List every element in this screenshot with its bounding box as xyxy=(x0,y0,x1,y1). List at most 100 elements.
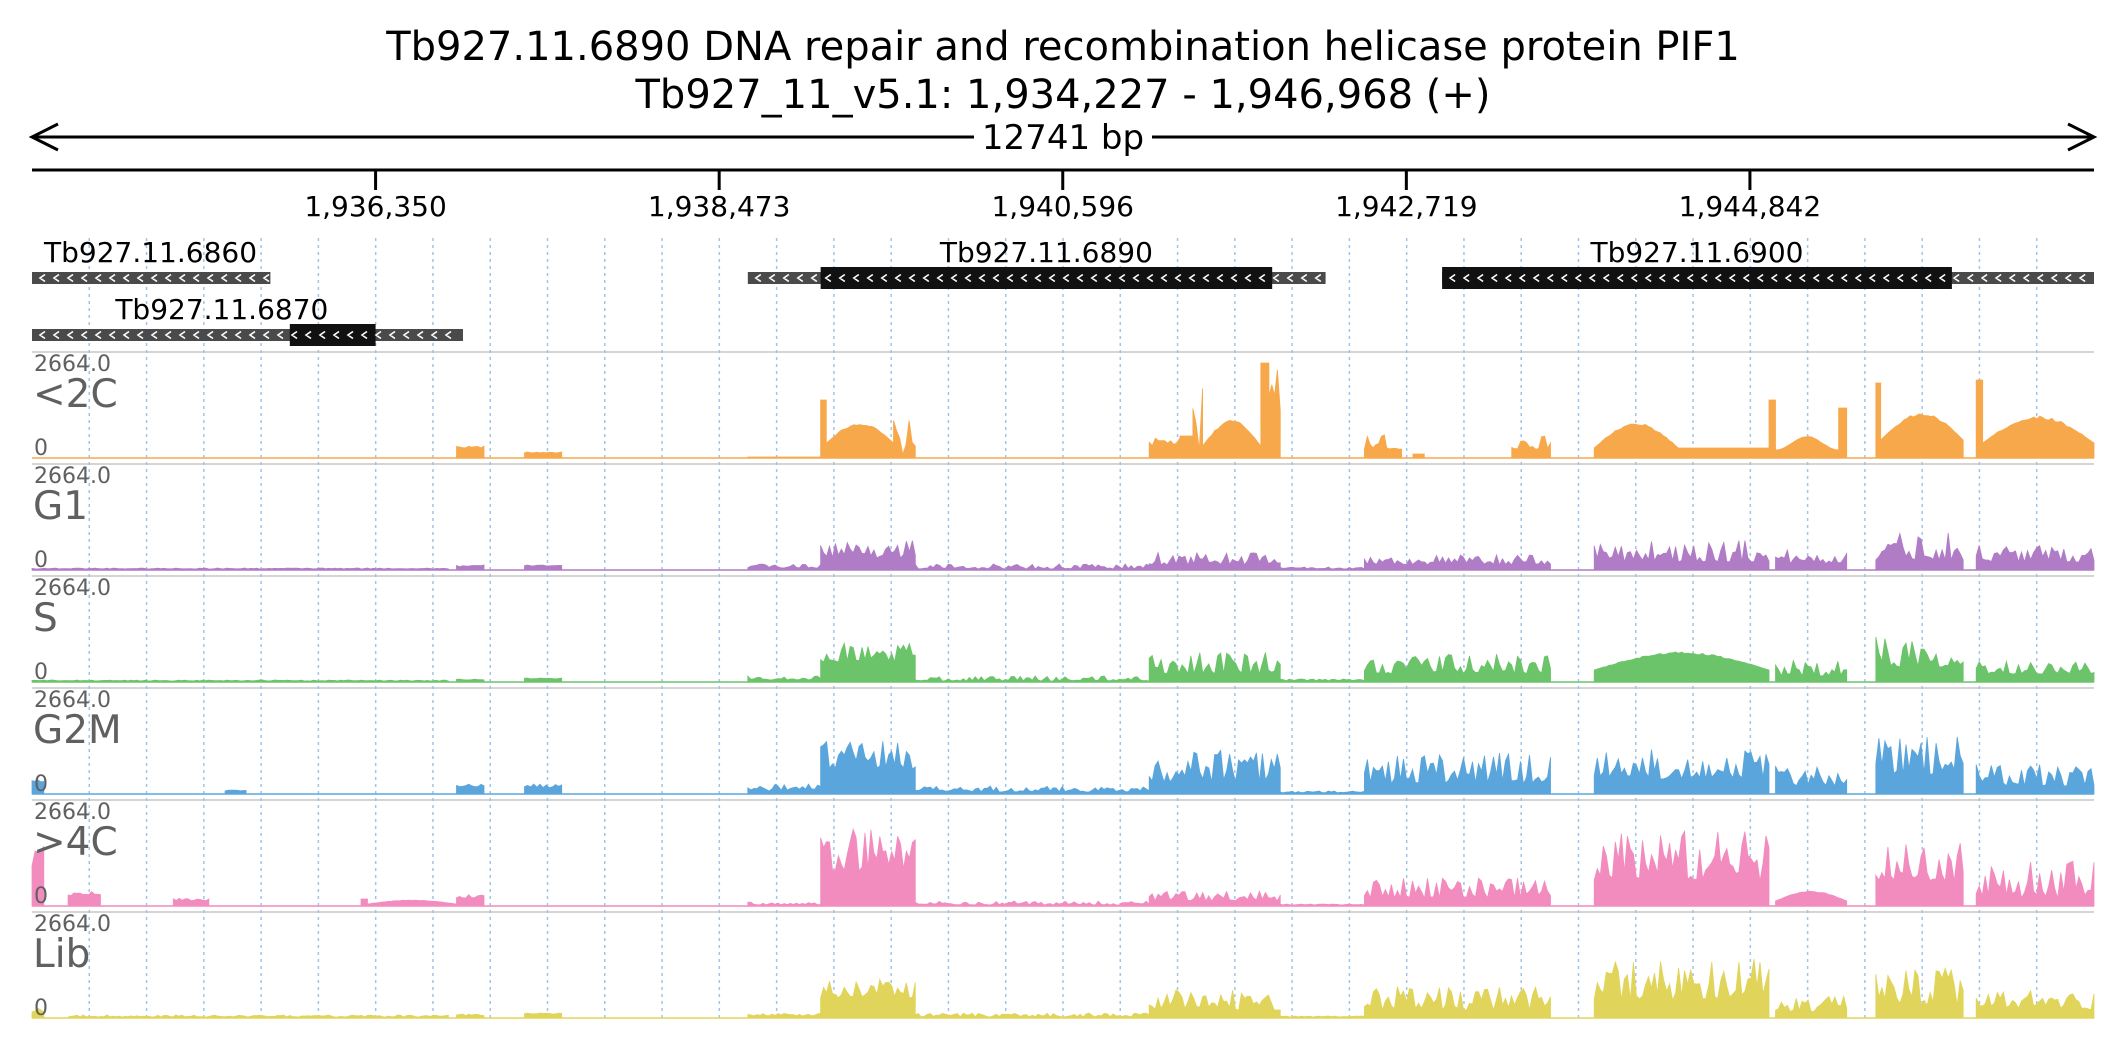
coverage-area xyxy=(524,451,563,459)
coverage-area xyxy=(31,845,45,907)
coverage-area xyxy=(747,1012,822,1019)
gene-cds-block xyxy=(820,267,1273,289)
gene-tb927-11-6900[interactable]: Tb927.11.6900 xyxy=(1442,236,2094,289)
coverage-area xyxy=(1363,434,1388,459)
track-min-label: 0 xyxy=(34,436,48,461)
coverage-area xyxy=(1875,736,1964,795)
coverage-area xyxy=(1975,659,2095,683)
coverage-area xyxy=(1875,843,1964,907)
strand-arrow-icon xyxy=(754,273,1322,283)
gene-label: Tb927.11.6890 xyxy=(939,236,1153,269)
coverage-area xyxy=(524,677,563,683)
coverage-area xyxy=(893,420,916,459)
track-min-label: 0 xyxy=(34,548,48,573)
coverage-area xyxy=(1982,415,2095,459)
coverage-area xyxy=(820,641,916,683)
coverage-area xyxy=(524,564,563,571)
coverage-area xyxy=(1975,860,2095,907)
coverage-area xyxy=(1148,436,1181,459)
coverage-area xyxy=(914,675,1150,683)
coverage-area xyxy=(1192,388,1203,459)
track-name: G1 xyxy=(33,484,88,529)
gene-title: Tb927.11.6890 DNA repair and recombinati… xyxy=(385,24,1740,70)
coverage-area xyxy=(1875,966,1964,1019)
coverage-area xyxy=(1202,419,1262,459)
coverage-area xyxy=(360,898,368,907)
track-min-label: 0 xyxy=(34,884,48,909)
locus-coordinates: Tb927_11_v5.1: 1,934,227 - 1,946,968 (+) xyxy=(635,72,1491,118)
coverage-area xyxy=(1363,986,1551,1019)
coverage-area xyxy=(820,827,916,907)
coverage-area xyxy=(1775,765,1848,795)
ruler-tick-label: 1,944,842 xyxy=(1679,190,1822,223)
coverage-area xyxy=(456,1013,485,1019)
coverage-area xyxy=(456,894,485,907)
track-s: 2664.0S 0 xyxy=(31,575,2095,685)
coverage-area xyxy=(820,399,827,459)
coverage-area xyxy=(820,740,916,795)
gene-cds-block xyxy=(1442,267,1952,289)
coverage-area xyxy=(747,563,822,571)
track-min-label: 0 xyxy=(34,660,48,685)
coverage-area xyxy=(1148,989,1281,1019)
coverage-area xyxy=(1975,545,2095,571)
coverage-area xyxy=(524,783,563,795)
coverage-area xyxy=(914,785,1150,795)
gene-tb927-11-6890[interactable]: Tb927.11.6890 xyxy=(747,236,1326,289)
coverage-area xyxy=(1880,413,1964,459)
gene-tb927-11-6870[interactable]: Tb927.11.6870 xyxy=(32,293,463,346)
coverage-area xyxy=(914,900,1150,907)
coverage-area xyxy=(1775,994,1848,1019)
coverage-area xyxy=(67,891,101,907)
coverage-area xyxy=(914,563,1150,571)
right-arrow-icon xyxy=(2067,122,2098,152)
coverage-area xyxy=(747,901,822,907)
coverage-area xyxy=(1593,540,1770,571)
coverage-area xyxy=(172,897,210,907)
coverage-area xyxy=(1363,877,1551,907)
coverage-area xyxy=(820,978,916,1019)
span-length-label: 12741 bp xyxy=(982,118,1144,158)
strand-arrow-icon xyxy=(38,330,452,340)
coverage-area xyxy=(1775,659,1848,683)
coverage-area xyxy=(456,445,485,459)
span-indicator: 12741 bp xyxy=(28,118,2098,158)
coverage-area xyxy=(456,564,485,571)
track-c4: 2664.0>4C 0 xyxy=(31,799,2095,909)
coverage-area xyxy=(1148,890,1281,907)
strand-arrow-icon xyxy=(1448,273,2086,283)
coordinate-ruler: 1,936,350 1,938,473 1,940,596 1,942,719 1,94… xyxy=(32,168,2094,223)
track-name: <2C xyxy=(33,372,118,417)
coverage-area xyxy=(1148,749,1281,795)
coverage-area xyxy=(456,783,485,795)
coverage-area xyxy=(1511,435,1551,459)
gene-tb927-11-6860[interactable]: Tb927.11.6860 xyxy=(32,236,271,284)
coverage-area xyxy=(1148,652,1281,683)
ruler-tick-label: 1,940,596 xyxy=(991,190,1134,223)
coverage-area xyxy=(1268,369,1281,459)
coverage-area xyxy=(1593,651,1770,683)
gene-annotation-track: Tb927.11.6860 Tb927.11.6870 Tb927.11.6890 T… xyxy=(32,236,2094,346)
coverage-area xyxy=(1363,752,1551,795)
track-name: >4C xyxy=(33,820,118,865)
ruler-tick-label: 1,942,719 xyxy=(1335,190,1478,223)
track-max-label: 2664.0 xyxy=(34,352,111,377)
coverage-area xyxy=(1775,890,1848,907)
coverage-area xyxy=(31,779,45,795)
coverage-area xyxy=(1975,379,1984,459)
ruler-tick-label: 1,936,350 xyxy=(304,190,447,223)
coverage-area xyxy=(1593,829,1770,907)
coverage-area xyxy=(31,1007,45,1019)
track-max-label: 2664.0 xyxy=(34,912,111,937)
track-c2: 2664.0<2C 0 xyxy=(32,351,2095,461)
coverage-area xyxy=(747,675,822,683)
gene-label: Tb927.11.6870 xyxy=(114,293,328,326)
coverage-area xyxy=(1363,654,1551,683)
track-name: G2M xyxy=(33,708,122,753)
coverage-area xyxy=(224,789,247,795)
coverage-area xyxy=(825,424,894,459)
track-min-label: 0 xyxy=(34,996,48,1021)
